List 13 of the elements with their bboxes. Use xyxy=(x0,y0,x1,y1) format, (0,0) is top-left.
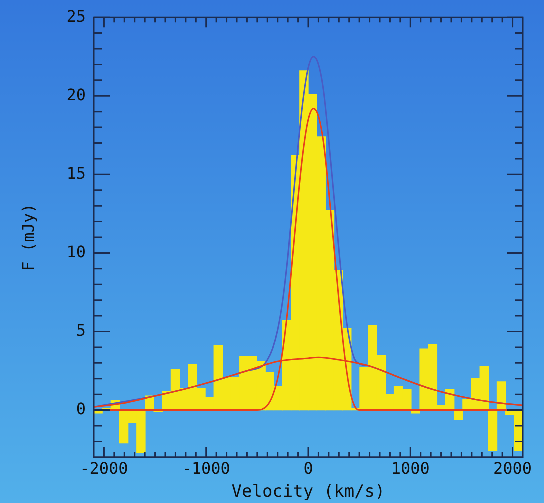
x-tick-label: -1000 xyxy=(182,459,230,478)
y-tick-label: 20 xyxy=(66,85,86,104)
y-tick-label: 25 xyxy=(66,6,86,26)
x-tick-label: 2000 xyxy=(494,459,532,478)
y-tick-label: 10 xyxy=(66,242,86,262)
x-axis-title: Velocity (km/s) xyxy=(232,482,386,502)
x-tick-label: -2000 xyxy=(80,459,128,478)
y-tick-label: 5 xyxy=(76,320,86,340)
x-tick-label: 1000 xyxy=(391,459,430,478)
y-tick-label: 0 xyxy=(76,399,86,418)
y-axis-title: F (mJy) xyxy=(18,204,38,272)
x-tick-label: 0 xyxy=(304,459,314,478)
y-tick-label: 15 xyxy=(66,164,86,183)
